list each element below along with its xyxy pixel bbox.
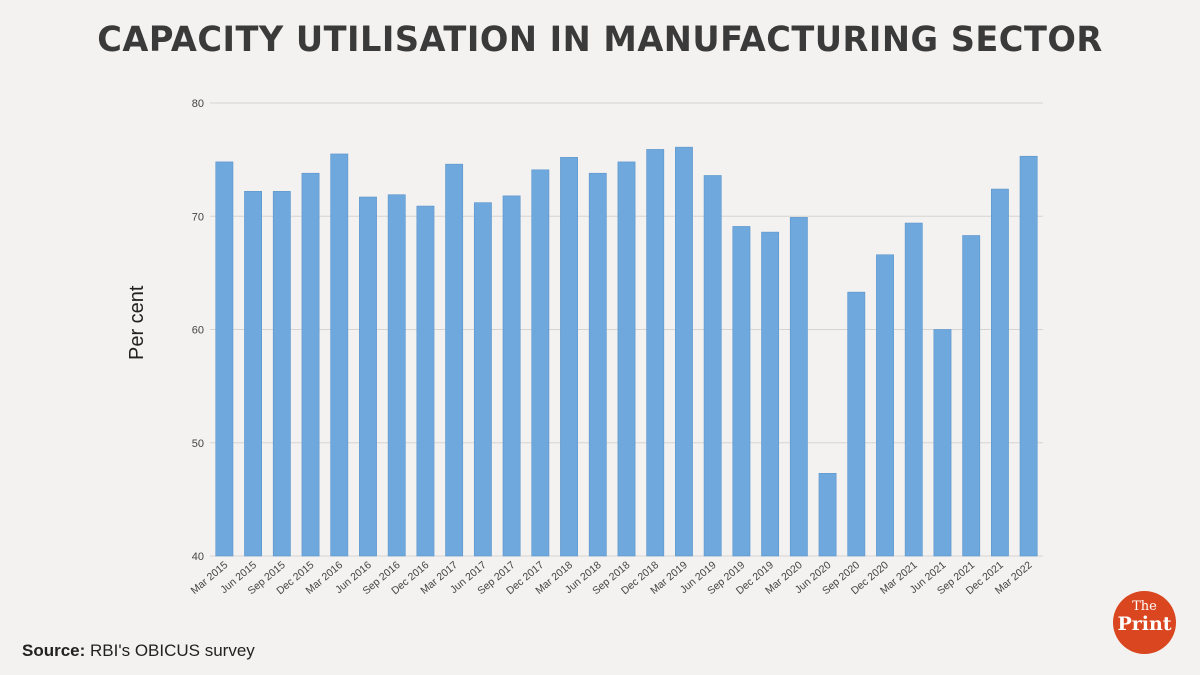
bar	[560, 157, 578, 557]
bar	[301, 172, 320, 557]
y-tick-label: 50	[192, 438, 204, 450]
bar	[330, 153, 349, 557]
logo-the: The	[1132, 599, 1157, 614]
bar	[473, 202, 492, 557]
bar	[387, 194, 406, 557]
bar	[847, 291, 866, 557]
y-tick-labels: 40 50 60 70 80	[192, 98, 204, 563]
bar	[646, 149, 665, 557]
bar	[588, 172, 607, 557]
chart-title: CAPACITY UTILISATION IN MANUFACTURING SE…	[97, 20, 1103, 60]
bar	[990, 188, 1009, 557]
source-text: RBI's OBICUS survey	[85, 641, 255, 660]
bars	[215, 146, 1038, 557]
bar	[962, 235, 981, 557]
bar	[215, 161, 234, 557]
bar	[933, 329, 952, 557]
bar	[789, 217, 808, 557]
bar	[761, 231, 780, 557]
bar	[359, 196, 377, 557]
bar	[818, 473, 837, 557]
y-tick-label: 80	[192, 98, 204, 110]
logo-print: Print	[1117, 613, 1172, 635]
source-note: Source: RBI's OBICUS survey	[22, 641, 255, 661]
bar	[703, 175, 722, 557]
bar	[502, 195, 521, 557]
bar	[445, 163, 464, 557]
y-tick-label: 70	[192, 211, 204, 223]
source-label: Source:	[22, 641, 86, 660]
bar	[531, 169, 550, 557]
bar	[617, 161, 636, 557]
bar	[904, 222, 923, 557]
bar	[876, 254, 894, 557]
bar	[732, 226, 751, 557]
y-tick-label: 40	[192, 551, 204, 563]
bar	[272, 191, 291, 557]
y-tick-label: 60	[192, 325, 204, 337]
bar	[675, 146, 693, 557]
bar	[416, 205, 435, 557]
theprint-logo: The Print	[1113, 591, 1176, 654]
y-axis-title: Per cent	[126, 285, 148, 360]
bar	[244, 191, 263, 557]
bar	[1019, 155, 1038, 557]
